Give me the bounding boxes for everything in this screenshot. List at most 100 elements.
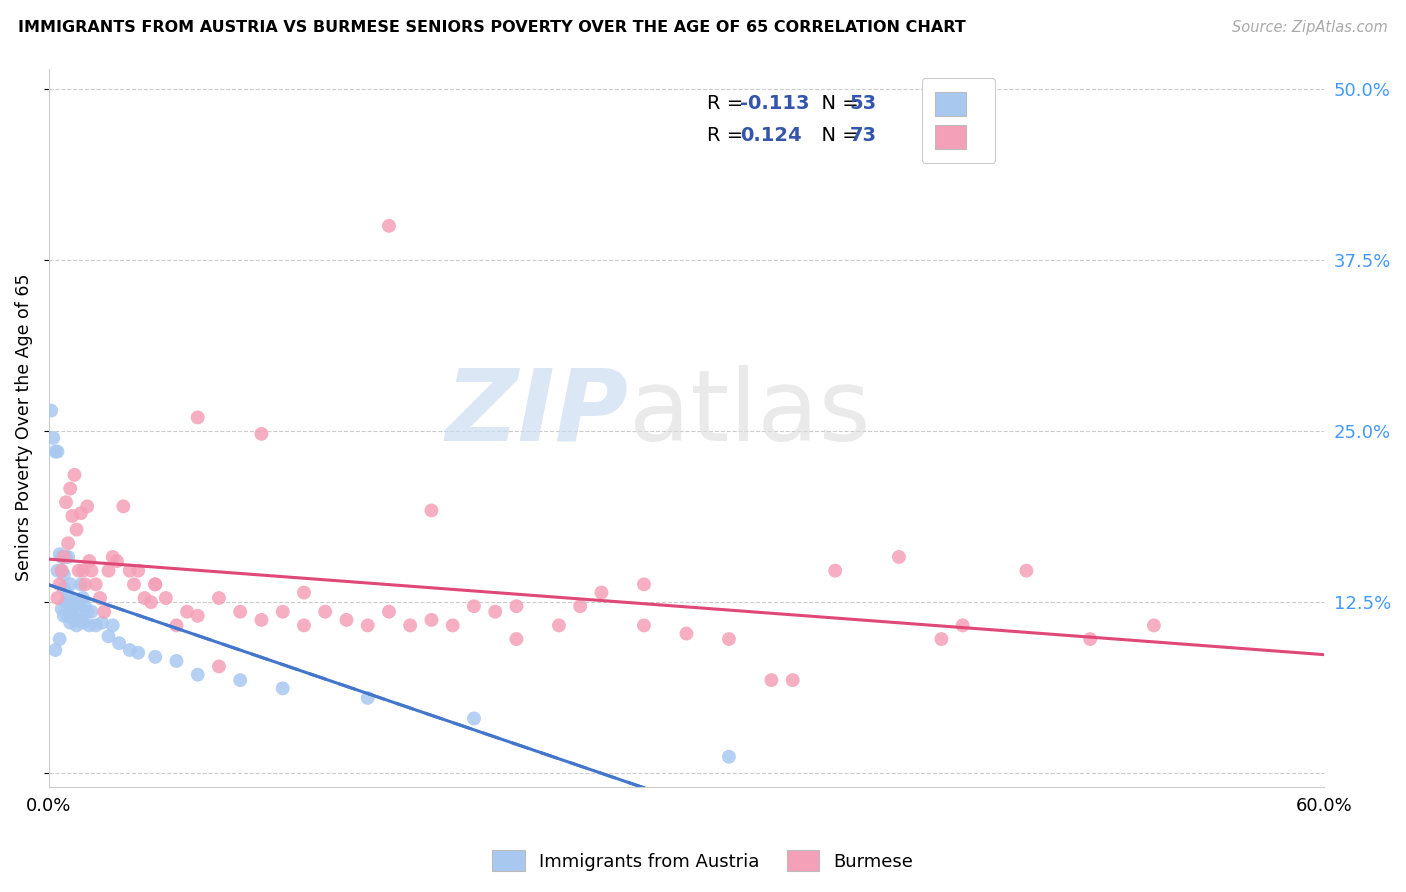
Y-axis label: Seniors Poverty Over the Age of 65: Seniors Poverty Over the Age of 65 [15, 274, 32, 582]
Point [46, 444, 69, 458]
Point [717, 632, 740, 646]
Point [675, 626, 697, 640]
Point [75, 577, 97, 591]
Point [176, 605, 198, 619]
Point [89, 591, 111, 605]
Point [46, 591, 69, 605]
Point [292, 618, 315, 632]
Point [44, 643, 66, 657]
Point [59, 595, 82, 609]
Legend: , : , [921, 78, 995, 162]
Point [65, 523, 87, 537]
Point [79, 554, 101, 568]
Point [46, 564, 69, 578]
Point [229, 673, 252, 687]
Text: 53: 53 [849, 94, 877, 112]
Point [108, 636, 131, 650]
Point [80, 564, 103, 578]
Point [67, 595, 90, 609]
Point [314, 605, 336, 619]
Point [166, 618, 188, 632]
Point [65, 605, 87, 619]
Point [72, 564, 94, 578]
Point [229, 605, 252, 619]
Point [93, 605, 115, 619]
Point [44, 444, 66, 458]
Point [59, 615, 82, 630]
Point [633, 618, 655, 632]
Point [378, 219, 401, 233]
Point [143, 577, 166, 591]
Point [80, 605, 103, 619]
Point [60, 508, 83, 523]
Point [335, 613, 357, 627]
Point [105, 554, 128, 568]
Point [505, 599, 527, 614]
Point [271, 605, 294, 619]
Point [72, 591, 94, 605]
Text: N =: N = [808, 126, 865, 145]
Point [52, 582, 75, 596]
Point [357, 618, 380, 632]
Point [420, 613, 443, 627]
Point [48, 577, 70, 591]
Point [52, 549, 75, 564]
Point [166, 654, 188, 668]
Text: IMMIGRANTS FROM AUSTRIA VS BURMESE SENIORS POVERTY OVER THE AGE OF 65 CORRELATIO: IMMIGRANTS FROM AUSTRIA VS BURMESE SENIO… [18, 20, 966, 35]
Point [51, 602, 73, 616]
Point [76, 500, 98, 514]
Point [633, 577, 655, 591]
Point [717, 749, 740, 764]
Point [569, 599, 592, 614]
Point [187, 410, 209, 425]
Point [931, 632, 953, 646]
Text: N =: N = [808, 94, 865, 112]
Point [56, 608, 79, 623]
Point [76, 605, 98, 619]
Point [824, 564, 846, 578]
Point [591, 585, 613, 599]
Point [399, 618, 422, 632]
Point [118, 564, 141, 578]
Point [134, 591, 156, 605]
Point [72, 615, 94, 630]
Text: Source: ZipAtlas.com: Source: ZipAtlas.com [1232, 20, 1388, 35]
Point [122, 577, 145, 591]
Text: 0.124: 0.124 [740, 126, 801, 145]
Point [187, 667, 209, 681]
Text: 73: 73 [849, 126, 876, 145]
Text: R =: R = [707, 94, 749, 112]
Point [48, 547, 70, 561]
Point [463, 599, 485, 614]
Point [271, 681, 294, 696]
Point [357, 690, 380, 705]
Point [56, 588, 79, 602]
Point [70, 506, 93, 520]
Point [187, 608, 209, 623]
Point [250, 613, 273, 627]
Point [52, 608, 75, 623]
Text: -0.113: -0.113 [740, 94, 810, 112]
Point [75, 599, 97, 614]
Point [952, 618, 974, 632]
Point [101, 549, 124, 564]
Point [208, 591, 231, 605]
Point [59, 577, 82, 591]
Point [63, 613, 86, 627]
Point [60, 595, 83, 609]
Point [52, 567, 75, 582]
Point [420, 503, 443, 517]
Point [91, 615, 114, 630]
Point [378, 605, 401, 619]
Point [112, 500, 135, 514]
Point [463, 711, 485, 725]
Point [67, 564, 90, 578]
Point [127, 564, 149, 578]
Point [97, 564, 120, 578]
Point [60, 605, 83, 619]
Point [84, 577, 107, 591]
Point [127, 646, 149, 660]
Point [51, 549, 73, 564]
Point [51, 564, 73, 578]
Point [56, 549, 79, 564]
